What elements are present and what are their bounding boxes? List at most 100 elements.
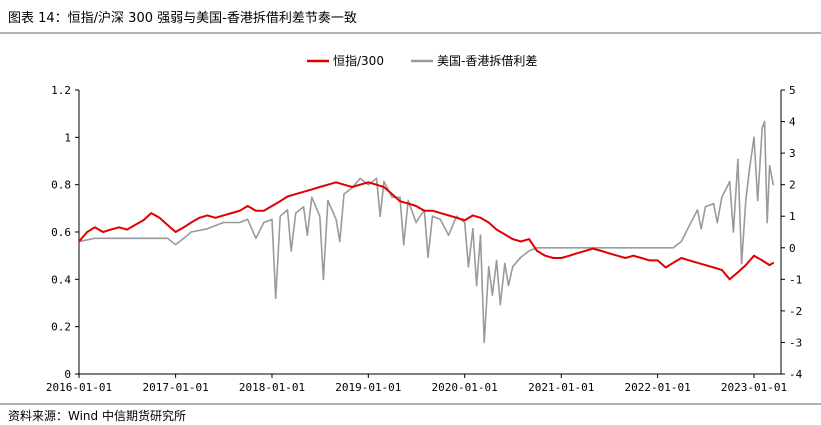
series-1-point <box>246 205 249 207</box>
series-2-point <box>190 231 192 233</box>
series-2-point <box>302 206 305 208</box>
legend-label-1: 恒指/300 <box>333 53 384 68</box>
series-2-point <box>552 247 554 249</box>
series-1-point <box>608 252 610 255</box>
right-tick-label: -2 <box>789 305 802 318</box>
series-2-point <box>455 215 458 217</box>
series-2-point <box>688 224 691 227</box>
series-2-point <box>379 215 382 217</box>
series-1-point <box>592 247 594 250</box>
series-2-point <box>772 183 775 186</box>
right-tick-label: 3 <box>789 147 796 160</box>
series-1-point <box>359 183 361 186</box>
series-2-point <box>704 206 707 208</box>
series-1-point <box>271 205 273 207</box>
left-tick-label: 0.8 <box>51 179 71 192</box>
left-tick-label: 0 <box>64 368 71 381</box>
series-1-point <box>327 183 329 186</box>
right-tick-label: 4 <box>789 116 796 129</box>
series-2-point <box>339 240 341 243</box>
series-2-point <box>367 183 370 186</box>
series-1-point <box>479 217 482 219</box>
series-2-point <box>399 196 401 199</box>
series-1-point <box>463 219 466 221</box>
series-2-point <box>761 127 763 129</box>
series-2-point <box>279 215 282 217</box>
left-tick-label: 0.2 <box>51 321 71 334</box>
series-2-point <box>520 256 522 258</box>
series-line-2 <box>78 120 775 344</box>
source-divider <box>0 403 821 405</box>
series-2-point <box>511 265 514 268</box>
right-tick-label: 0 <box>789 242 796 255</box>
series-2-point <box>721 196 723 199</box>
right-tick-label: 2 <box>789 179 796 192</box>
series-1-point <box>495 228 498 231</box>
left-tick-label: 0.6 <box>51 226 71 239</box>
series-1-point <box>230 212 233 214</box>
series-1-point <box>504 233 506 236</box>
x-tick-label: 2020-01-01 <box>432 381 498 394</box>
series-1-point <box>487 221 490 224</box>
series-1-point <box>255 209 257 212</box>
series-1-point <box>552 257 554 259</box>
series-1-point <box>712 266 715 269</box>
series-1-point <box>536 250 538 252</box>
series-1-point <box>672 262 674 264</box>
series-1-point <box>239 209 241 212</box>
series-2-point <box>222 221 225 224</box>
series-2-point <box>166 237 169 240</box>
series-2-point <box>753 136 755 139</box>
series-2-point <box>716 221 719 224</box>
series-1-point <box>544 254 546 257</box>
series-1-point <box>737 271 739 273</box>
series-2-point <box>427 256 429 258</box>
series-1-point <box>263 209 265 212</box>
series-2-point <box>536 247 538 249</box>
series-2-point <box>290 250 293 252</box>
x-tick-label: 2018-01-01 <box>239 381 305 394</box>
series-2-point <box>118 237 120 240</box>
series-2-point <box>737 158 739 161</box>
series-2-point <box>696 209 699 211</box>
x-tick-label: 2021-01-01 <box>528 381 594 394</box>
series-1-point <box>415 205 417 207</box>
title-divider <box>0 32 821 34</box>
series-1-point <box>158 217 161 219</box>
series-2-point <box>335 218 337 221</box>
series-1-point <box>688 259 691 262</box>
series-1-point <box>431 209 434 212</box>
series-1-point <box>768 264 771 266</box>
figure-title: 图表 14：恒指/沪深 300 强弱与美国-香港拆借利差节奏一致 <box>8 11 357 26</box>
series-2-point <box>680 240 683 243</box>
series-2-point <box>576 247 578 249</box>
series-2-point <box>766 221 768 224</box>
series-1-point <box>126 228 128 231</box>
series-2-point <box>447 234 450 236</box>
series-1-point <box>640 257 643 259</box>
series-2-point <box>528 250 530 252</box>
series-2-point <box>174 243 177 246</box>
series-2-point <box>763 120 766 123</box>
legend-label-2: 美国-香港拆借利差 <box>437 53 537 68</box>
series-1-point <box>584 250 586 252</box>
series-1-point <box>183 226 185 229</box>
series-1-point <box>455 217 458 219</box>
series-1-point <box>302 191 305 193</box>
series-1-point <box>311 188 313 191</box>
series-2-point <box>504 262 506 265</box>
series-1-point <box>367 181 370 184</box>
x-tick-label: 2019-01-01 <box>335 381 401 394</box>
series-2-point <box>255 237 257 240</box>
series-2-point <box>600 247 602 249</box>
series-2-point <box>463 221 466 224</box>
series-1-point <box>753 254 755 257</box>
series-1-point <box>704 264 707 266</box>
series-1-point <box>407 202 410 205</box>
series-1-point <box>102 231 104 233</box>
series-2-point <box>246 218 249 221</box>
series-1-point <box>665 266 667 269</box>
series-1-point <box>568 254 571 257</box>
series-1-point <box>600 250 602 252</box>
series-1-point <box>383 186 385 188</box>
